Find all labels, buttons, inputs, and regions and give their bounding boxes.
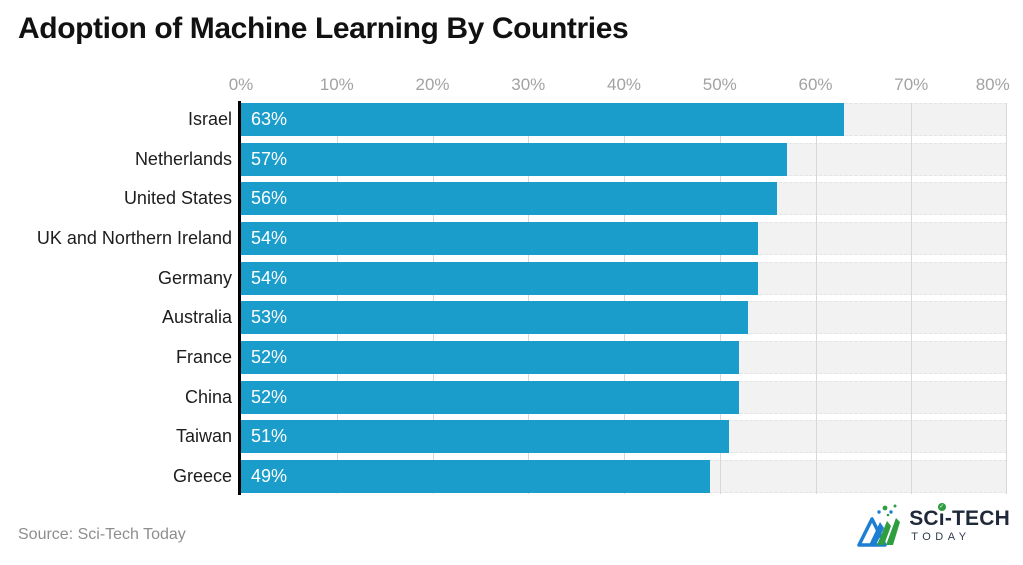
x-tick-label: 40% <box>606 75 642 94</box>
bar-value-label: 54% <box>251 267 288 288</box>
bar-china: 52% <box>241 380 739 414</box>
x-tick-label: 70% <box>894 75 929 94</box>
source-note: Source: Sci-Tech Today <box>18 526 186 543</box>
category-label: Netherlands <box>134 148 232 169</box>
category-label: France <box>175 346 232 367</box>
category-label: Australia <box>161 307 232 328</box>
logo-tagline: TODAY <box>911 531 971 543</box>
gridline-60% <box>815 103 817 494</box>
bar-france: 52% <box>241 340 739 374</box>
sci-tech-logo: SCı-TECH TODAY <box>855 501 1010 551</box>
gridline-40% <box>624 103 625 494</box>
sci-tech-logo-text: SCı-TECH TODAY <box>909 503 1010 543</box>
x-tick-label: 20% <box>415 75 450 94</box>
bar-value-label: 52% <box>251 346 288 367</box>
plot-area: 63% 57% 56% 54% 54% 53% 52% 52% 51% 49% <box>241 103 1007 494</box>
y-axis-line <box>238 101 241 495</box>
bar-united-states: 56% <box>241 182 778 216</box>
category-label: Greece <box>172 465 232 486</box>
category-label: Taiwan <box>175 426 232 447</box>
bar-netherlands: 57% <box>241 142 787 176</box>
category-label: United States <box>123 188 232 209</box>
bar-value-label: 54% <box>251 227 288 248</box>
y-axis-category-labels: Israel Netherlands United States UK and Nor… <box>0 103 232 493</box>
gridline-80% <box>1006 103 1007 494</box>
chart-title: Adoption of Machine Learning By Countrie… <box>18 12 629 45</box>
bar-germany: 54% <box>241 261 759 295</box>
bar-value-label: 52% <box>251 386 288 407</box>
category-label: UK and Northern Ireland <box>36 227 232 248</box>
category-label: China <box>184 386 232 407</box>
gridline-70% <box>911 103 913 494</box>
gridline-30% <box>528 103 530 494</box>
gridline-50% <box>719 103 721 494</box>
bar-value-label: 53% <box>251 307 288 328</box>
bar-value-label: 51% <box>251 426 288 447</box>
bar-value-label: 57% <box>251 148 288 169</box>
gridline-10% <box>336 103 338 494</box>
bar-israel: 63% <box>241 103 845 136</box>
bar-value-label: 49% <box>251 465 288 486</box>
x-axis-tick-labels: 0% 10% 20% 30% 40% 50% 60% 70% 80% <box>229 75 1010 97</box>
bar-australia: 53% <box>241 301 749 335</box>
x-tick-label: 10% <box>319 75 354 94</box>
x-tick-label: 0% <box>228 75 254 94</box>
bar-value-label: 56% <box>251 188 288 209</box>
category-label: Germany <box>157 267 232 288</box>
bar-greece: 49% <box>241 459 711 493</box>
x-tick-label: 60% <box>798 75 833 94</box>
category-label: Israel <box>187 109 232 129</box>
x-tick-label: 50% <box>702 75 737 94</box>
gridline-20% <box>432 103 434 494</box>
bar-taiwan: 51% <box>241 420 730 454</box>
bar-uk-and-northern-ireland: 54% <box>241 221 759 255</box>
logo-name: SCı-TECH <box>909 503 1010 529</box>
bar-value-label: 63% <box>251 109 288 129</box>
logo-i-checkmark-icon: ı <box>937 503 946 529</box>
x-tick-label: 30% <box>511 75 546 94</box>
x-tick-label: 80% <box>975 75 1010 94</box>
sci-tech-logo-icon <box>857 504 901 547</box>
